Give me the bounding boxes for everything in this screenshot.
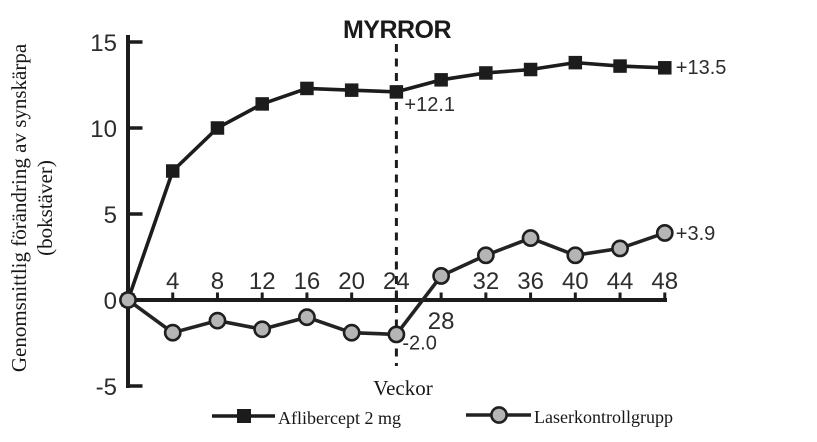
- y-tick-label: 15: [90, 30, 117, 57]
- data-point-square: [658, 61, 672, 75]
- data-point-circle: [566, 246, 585, 265]
- series-group: [119, 55, 674, 344]
- data-point-circle: [611, 239, 629, 258]
- legend-item-laser: Laserkontrollgrupp: [466, 406, 673, 427]
- legend-label-aflibercept: Aflibercept 2 mg: [278, 408, 401, 428]
- data-point-square: [434, 73, 448, 87]
- legend-label-laser: Laserkontrollgrupp: [534, 407, 673, 427]
- x-tick-label: 48: [651, 268, 678, 295]
- x-tick-label: 36: [517, 268, 544, 295]
- y-axis-title: Genomsnittlig förändring av synskärpa (b…: [7, 43, 57, 372]
- x-tick-label: 4: [166, 268, 179, 295]
- data-point-square: [389, 85, 404, 99]
- data-point-square: [479, 66, 493, 80]
- data-point-circle: [655, 224, 674, 242]
- y-axis-title-line1: Genomsnittlig förändring av synskärpa: [7, 43, 31, 372]
- data-point-square: [344, 83, 359, 97]
- data-point-square: [255, 97, 269, 111]
- x-tick-label: 12: [249, 268, 276, 295]
- data-point-square: [210, 121, 225, 135]
- annotation-label: +13.5: [676, 57, 727, 79]
- data-point-circle: [163, 323, 182, 342]
- chart-title: MYRROR: [343, 16, 452, 44]
- legend: Aflibercept 2 mg Laserkontrollgrupp: [212, 406, 673, 428]
- x-axis-title: Veckor: [373, 376, 432, 400]
- legend-square-marker-icon: [237, 409, 251, 423]
- data-point-square: [523, 62, 538, 77]
- y-tick-label: -5: [96, 374, 117, 401]
- legend-item-aflibercept: Aflibercept 2 mg: [212, 408, 401, 428]
- x-tick-label: 44: [607, 268, 634, 295]
- y-tick-label: 5: [104, 202, 117, 229]
- annotation-label: -2.0: [402, 332, 436, 354]
- data-point-circle: [387, 325, 406, 344]
- x-tick-label: 28: [428, 308, 455, 335]
- data-point-circle: [208, 311, 227, 330]
- x-tick-label: 40: [562, 268, 589, 295]
- data-point-circle: [432, 267, 451, 285]
- data-point-circle: [521, 229, 540, 247]
- data-point-square: [165, 164, 180, 178]
- data-point-square: [300, 81, 314, 96]
- data-point-square: [613, 59, 627, 73]
- y-tick-label: 0: [104, 288, 117, 315]
- y-tick-label: 10: [90, 116, 117, 143]
- data-point-circle: [342, 323, 361, 342]
- x-tick-label: 20: [338, 268, 365, 295]
- data-point-circle: [298, 308, 316, 327]
- annotation-label: +3.9: [676, 223, 715, 245]
- y-axis-title-line2: (bokstäver): [33, 160, 57, 256]
- annotations-group: +12.1 +13.5 -2.0 +3.9: [402, 57, 726, 355]
- data-point-circle: [253, 320, 272, 339]
- x-tick-label: 32: [473, 268, 500, 295]
- x-tick-label: 24: [383, 268, 410, 295]
- data-point-circle: [119, 291, 137, 309]
- x-tick-label: 16: [294, 268, 321, 295]
- data-point-square: [568, 55, 583, 70]
- annotation-label: +12.1: [404, 94, 455, 116]
- x-tick-label: 8: [211, 268, 224, 295]
- legend-circle-marker-icon: [490, 406, 508, 424]
- data-point-circle: [476, 246, 495, 265]
